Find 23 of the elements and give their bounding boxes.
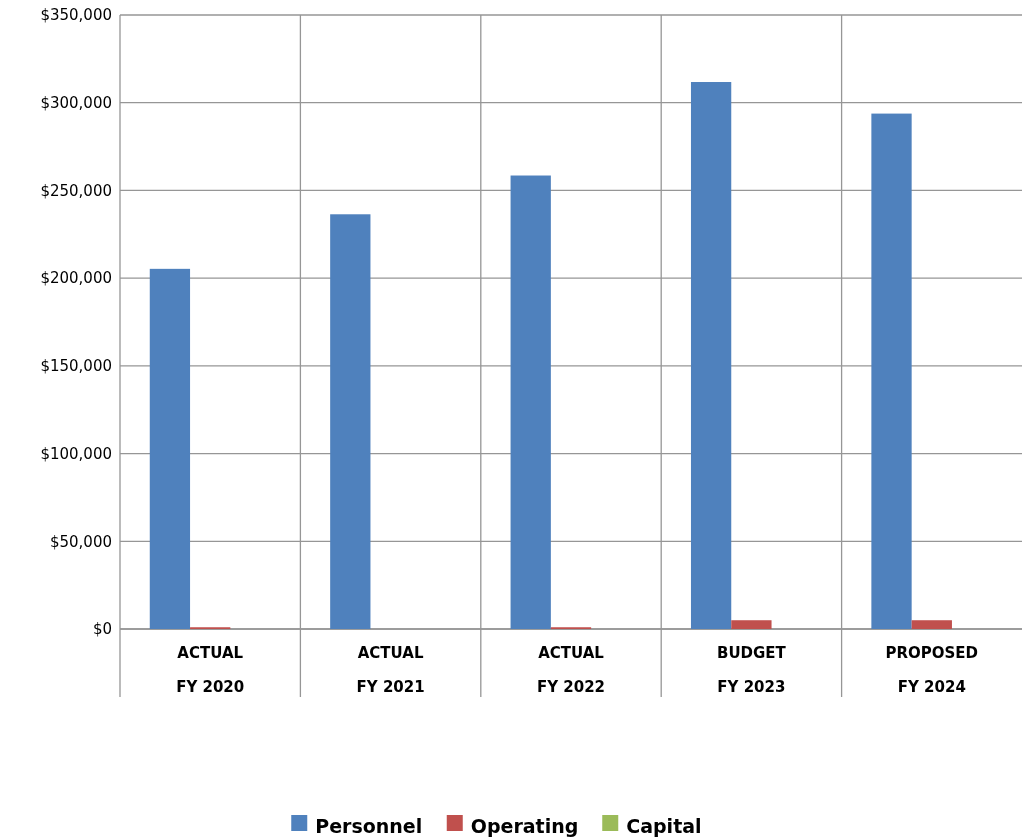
bar: [871, 113, 912, 629]
x-tick-label: PROPOSED FY 2024: [885, 644, 979, 696]
y-tick-label: $350,000: [40, 6, 112, 25]
y-tick-label: $250,000: [40, 181, 112, 200]
y-tick-label: $300,000: [40, 93, 112, 112]
legend-label: Personnel: [315, 814, 423, 837]
y-tick-label: $0: [92, 620, 112, 639]
bar: [731, 620, 772, 629]
bar: [330, 214, 371, 629]
x-tick-label: ACTUAL FY 2020: [176, 644, 245, 696]
x-tick-label: BUDGET FY 2023: [716, 644, 787, 696]
y-tick-label: $100,000: [40, 444, 112, 463]
legend-label: Capital: [626, 814, 702, 837]
x-tick-label: ACTUAL FY 2021: [356, 644, 425, 696]
bar: [911, 620, 952, 629]
y-tick-label: $150,000: [40, 357, 112, 376]
y-tick-label: $50,000: [49, 532, 112, 551]
bar: [690, 82, 732, 629]
y-tick-label: $200,000: [40, 269, 112, 288]
x-tick-label: ACTUAL FY 2022: [536, 644, 606, 696]
bar: [149, 268, 191, 629]
legend-label: Operating: [470, 814, 579, 837]
bar: [510, 175, 551, 629]
